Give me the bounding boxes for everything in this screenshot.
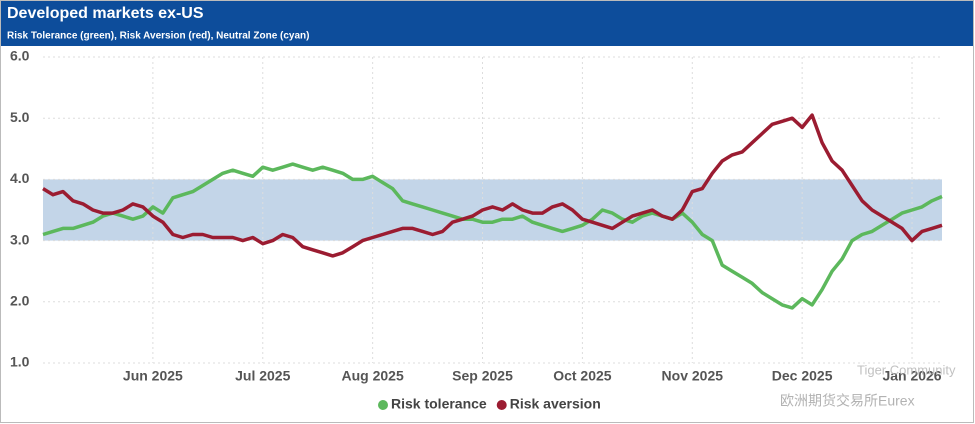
neutral-zone [43,179,942,241]
watermark: Tiger Community [857,362,956,377]
y-tick-label: 4.0 [10,170,30,186]
legend-label: Risk tolerance [391,396,487,412]
y-tick-label: 2.0 [10,293,30,309]
series-line [42,113,943,258]
legend-marker [378,400,388,410]
y-tick-label: 6.0 [10,48,30,64]
legend-marker [496,400,507,410]
legend-label: Risk aversion [510,396,601,412]
x-tick-label: Jun 2025 [123,368,183,384]
x-tick-label: Sep 2025 [452,368,513,384]
x-tick-label: Jul 2025 [235,368,290,384]
x-tick-label: Jan 2026 [882,368,941,384]
series-line [42,162,943,310]
plot: 1.0 2.0 3.0 4.0 5.0 6.0 Jun 2025 Jul 2025 Aug 20… [10,48,956,412]
chart-title: Developed markets ex-US [7,5,204,22]
x-tick-label: Oct 2025 [553,368,612,384]
watermark: 欧洲期货交易所Eurex [780,393,915,409]
y-tick-label: 5.0 [10,109,30,125]
x-tick-label: Dec 2025 [772,368,833,384]
chart-subtitle: Risk Tolerance (green), Risk Aversion (r… [7,31,310,42]
x-tick-label: Aug 2025 [342,368,404,384]
y-tick-label: 1.0 [10,354,30,370]
y-tick-label: 3.0 [10,231,30,247]
x-tick-label: Nov 2025 [662,368,724,384]
header [1,1,973,46]
